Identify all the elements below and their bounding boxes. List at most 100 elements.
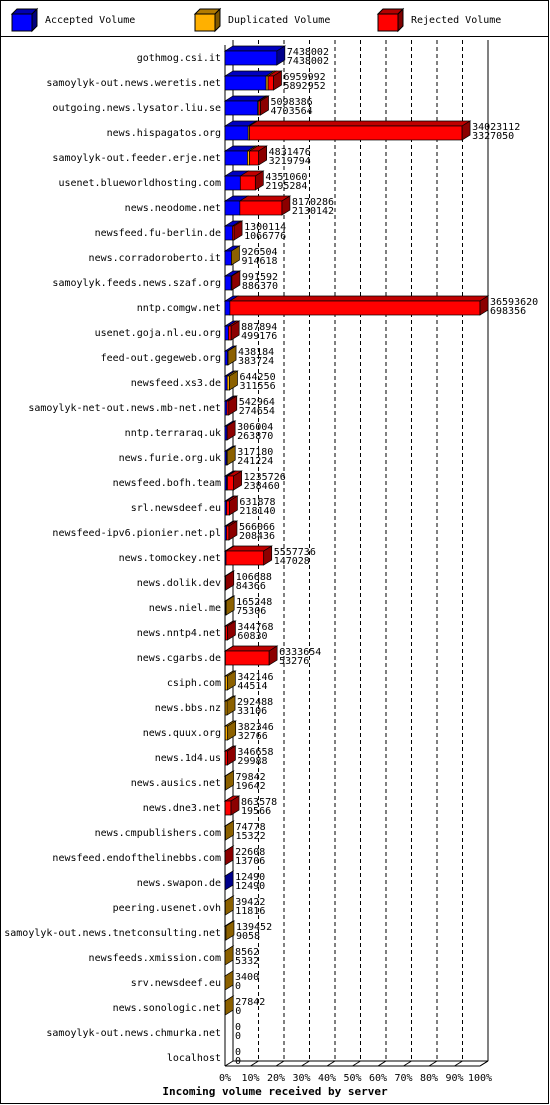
bar-side: [276, 45, 286, 66]
accepted-label: 32766: [238, 731, 268, 742]
bar-front: [224, 225, 233, 241]
total-label: 5098386: [271, 97, 313, 108]
bar-segment: [223, 795, 241, 816]
bar-segment: [223, 970, 235, 991]
category-label: news.cgarbs.de: [137, 653, 221, 664]
total-label: 566066: [239, 522, 275, 533]
total-label: 139452: [236, 922, 272, 933]
accepted-label: 2130142: [292, 206, 334, 217]
bar-front: [229, 300, 481, 316]
bar-side: [479, 295, 489, 316]
accepted-label: 274654: [239, 406, 275, 417]
accepted-label: 311556: [239, 381, 275, 392]
legend-item: Rejected Volume: [376, 7, 501, 33]
legend-swatch: [377, 13, 399, 32]
x-tick: [377, 1060, 387, 1067]
total-label: 39422: [235, 897, 265, 908]
accepted-label: 19566: [241, 806, 271, 817]
accepted-label: 0: [235, 1006, 241, 1017]
x-tick: [428, 1060, 438, 1067]
total-label: 631878: [239, 497, 275, 508]
total-label: 542964: [239, 397, 275, 408]
category-label: usenet.goja.nl.eu.org: [95, 328, 221, 339]
x-tick-label: 90%: [445, 1073, 463, 1084]
bar-top: [223, 45, 287, 52]
legend-item: Accepted Volume: [10, 7, 135, 33]
bar-segment: [223, 845, 235, 866]
bar-front: [224, 50, 278, 66]
bar-side: [224, 870, 234, 891]
bar-segment: [223, 270, 241, 291]
accepted-label: 208436: [239, 531, 275, 542]
bar-side: [225, 570, 235, 591]
bar-front: [228, 325, 232, 341]
bar-side: [260, 95, 269, 116]
bar-segment: [225, 370, 239, 391]
legend-item: Duplicated Volume: [193, 7, 330, 33]
bar-side: [226, 695, 236, 716]
bar-side: [228, 395, 238, 416]
bar-side: [225, 595, 235, 616]
total-label: 7438002: [287, 47, 329, 58]
category-label: samoylyk-out.news.weretis.net: [46, 78, 221, 89]
x-tick: [479, 1060, 489, 1067]
accepted-label: 60830: [237, 631, 267, 642]
total-label: 8562: [235, 947, 259, 958]
accepted-label: 218140: [239, 506, 275, 517]
legend-swatch: [11, 13, 33, 32]
accepted-label: 5332: [235, 956, 259, 967]
bar-side: [225, 920, 235, 941]
accepted-label: 7438002: [287, 56, 329, 67]
x-tick: [250, 1060, 259, 1067]
bar-segment: [225, 495, 239, 516]
bar-front: [267, 75, 274, 91]
total-label: 292488: [237, 697, 273, 708]
accepted-label: 75306: [236, 606, 266, 617]
bar-segment: [248, 120, 472, 141]
category-label: samoylyk-net-out.news.mb-net.net: [28, 403, 221, 414]
category-label: news.neodome.net: [125, 203, 221, 214]
bar-side: [230, 795, 240, 816]
bar-segment: [223, 870, 235, 891]
accepted-label: 3219794: [269, 156, 311, 167]
accepted-label: 0: [235, 1031, 241, 1042]
bar-front: [224, 275, 232, 291]
bar-top: [248, 120, 472, 127]
bar-side: [281, 195, 291, 216]
accepted-label: 84366: [236, 581, 266, 592]
bar-side: [227, 670, 236, 691]
bar-front: [224, 150, 248, 166]
bar-front: [224, 75, 267, 91]
bar-segment: [239, 170, 265, 191]
accepted-label: 11816: [235, 906, 265, 917]
x-tick-label: 80%: [420, 1073, 438, 1084]
bar-segment: [223, 95, 267, 116]
accepted-label: 5892952: [284, 81, 326, 92]
category-label: nntp.terraraq.uk: [125, 428, 221, 439]
bar-front: [225, 650, 270, 666]
x-tick-label: 30%: [292, 1073, 310, 1084]
bar-front: [249, 150, 260, 166]
bar-side: [227, 345, 237, 366]
bar-front: [224, 125, 249, 141]
category-label: samoylyk.feeds.news.szaf.org: [52, 278, 221, 289]
bar-segment: [225, 445, 237, 466]
accepted-label: 238460: [244, 481, 280, 492]
x-tick-label: 10%: [241, 1073, 259, 1084]
total-label: 27842: [235, 997, 265, 1008]
bar-segment: [225, 395, 238, 416]
legend-label: Rejected Volume: [411, 15, 501, 26]
x-tick: [275, 1060, 285, 1067]
category-label: news.bbs.nz: [155, 703, 221, 714]
bar-segment: [224, 545, 273, 566]
total-label: 22608: [235, 847, 265, 858]
bar-side: [233, 220, 243, 241]
category-label: news.1d4.us: [155, 753, 221, 764]
category-label: news.dolik.dev: [137, 578, 221, 589]
bar-segment: [238, 195, 292, 216]
x-tick-label: 50%: [343, 1073, 361, 1084]
total-label: 74778: [236, 822, 266, 833]
total-label: 644250: [239, 372, 275, 383]
category-label: srv.newsdeef.eu: [131, 978, 221, 989]
bar-segment: [228, 295, 490, 316]
